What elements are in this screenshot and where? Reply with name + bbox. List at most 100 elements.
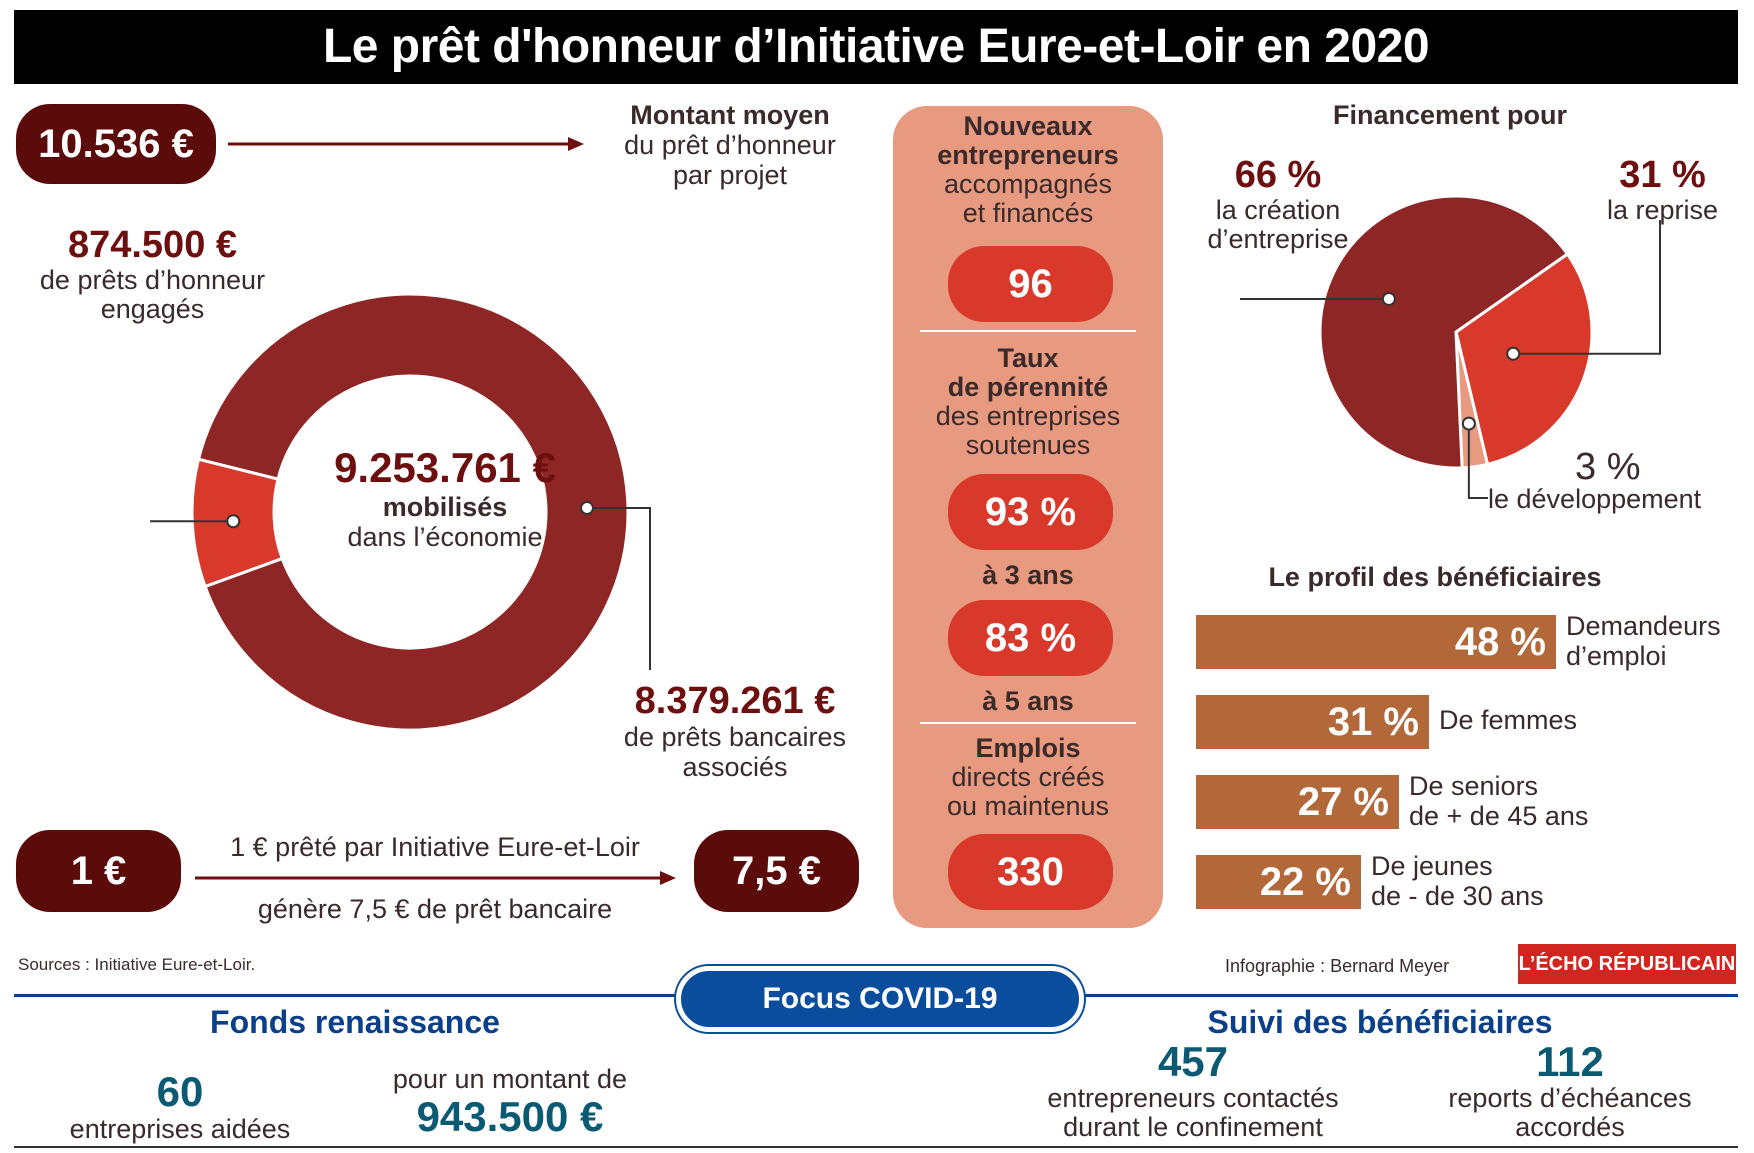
bottom-rule [14, 1146, 1738, 1148]
leverage-line-2: génère 7,5 € de prêt bancaire [257, 894, 613, 924]
financing-creation-line-1: la création [1215, 195, 1341, 225]
profile-bar-label-line-2: de - de 30 ans [1371, 881, 1544, 911]
leverage-line-1: 1 € prêté par Initiative Eure-et-Loir [230, 832, 640, 862]
profile-bar: 48 % [1196, 615, 1556, 669]
leverage-right-pill: 7,5 € [694, 830, 859, 912]
financing-reprise-dot [1506, 346, 1521, 361]
profile-bar-label-line-1: De femmes [1439, 705, 1578, 735]
bank-loan-label: 8.379.261 € de prêts bancaires associés [600, 680, 870, 782]
honor-loan-label-1: de prêts d’honneur [39, 265, 266, 295]
panel-rate-3y-value: 93 % [948, 474, 1113, 550]
profile-bar-label: De femmes [1439, 705, 1577, 735]
sources-note: Sources : Initiative Eure-et-Loir. [18, 955, 256, 974]
profile-bar-label: De jeunes de - de 30 ans [1371, 851, 1544, 911]
panel-s2-bold-2: de pérennité [947, 372, 1109, 402]
financing-reprise-label: 31 % la reprise [1590, 154, 1735, 225]
panel-rate-3y-caption: à 3 ans [982, 560, 1074, 590]
donut-center: 9.253.761 € mobilisés dans l’économie [290, 444, 600, 552]
bank-loan-label-1: de prêts bancaires [623, 722, 847, 752]
financing-dev-dot [1461, 416, 1476, 431]
donut-honor-leader [150, 520, 234, 523]
covid-suivi-contacts: 457 [1157, 1038, 1229, 1085]
page-title: Le prêt d'honneur d’Initiative Eure-et-L… [14, 10, 1738, 84]
panel-divider-2 [920, 722, 1136, 724]
covid-suivi-contacts-line-1: entrepreneurs contactés [1047, 1083, 1339, 1113]
profile-bar-label-line-2: d’emploi [1566, 641, 1667, 671]
covid-pill: Focus COVID-19 [676, 966, 1084, 1032]
profile-bar-label-line-1: De seniors [1409, 771, 1539, 801]
financing-heading: Financement pour [1332, 100, 1568, 130]
panel-s3-line-2: ou maintenus [946, 791, 1110, 821]
financing-dev-pct: 3 % [1575, 446, 1641, 488]
donut-total-value: 9.253.761 € [334, 444, 556, 491]
panel-section-3: Emplois directs créés ou maintenus [893, 734, 1163, 821]
profile-heading: Le profil des bénéficiaires [1268, 562, 1602, 592]
profile-bar: 22 % [1196, 855, 1361, 909]
profile-bar-label: De seniors de + de 45 ans [1409, 771, 1588, 831]
profile-bar-chart: 48 % Demandeurs d’emploi 31 % De femmes 27 % D… [1196, 611, 1746, 915]
profile-bar-label-line-2: de + de 45 ans [1409, 801, 1589, 831]
bank-loan-label-2: associés [682, 752, 788, 782]
covid-fonds-count-block: 60 entreprises aidées [48, 1068, 312, 1145]
panel-s1-bold-2: entrepreneurs [937, 140, 1119, 170]
financing-pie-chart [1240, 194, 1661, 499]
avg-loan-arrow [228, 137, 584, 151]
panel-s1-line-1: accompagnés [943, 169, 1113, 199]
covid-suivi-heading: Suivi des bénéficiaires [1207, 1004, 1553, 1040]
financing-dev-line-1: le développement [1488, 484, 1702, 514]
panel-rate-5y-value: 83 % [948, 600, 1113, 676]
financing-creation-label: 66 % la création d’entreprise [1178, 154, 1378, 254]
panel-s3-bold: Emplois [975, 733, 1081, 763]
covid-suivi-contacts-block: 457 entrepreneurs contactés durant le co… [1018, 1040, 1368, 1142]
panel-section-2: Taux de pérennité des entreprises souten… [893, 344, 1163, 460]
honor-loan-label: 874.500 € de prêts d’honneur engagés [10, 224, 295, 324]
avg-loan-label-2: du prêt d’honneur [624, 130, 836, 160]
profile-bar-label-line-1: De jeunes [1371, 851, 1493, 881]
covid-fonds-heading: Fonds renaissance [210, 1004, 500, 1040]
covid-fonds-amount: 943.500 € [416, 1093, 604, 1140]
covid-fonds-amount-label: pour un montant de [392, 1064, 628, 1094]
leverage-arrow [195, 871, 676, 885]
honor-loan-label-2: engagés [100, 294, 205, 324]
covid-fonds-count: 60 [156, 1068, 204, 1115]
donut-bank-dot [580, 501, 594, 515]
panel-divider-1 [920, 330, 1136, 332]
donut-chart [150, 292, 651, 732]
financing-reprise-line-1: la reprise [1606, 195, 1719, 225]
bank-loan-value: 8.379.261 € [634, 680, 836, 722]
financing-dev-leader [1467, 423, 1488, 499]
financing-creation-pct: 66 % [1234, 154, 1322, 196]
panel-new-entrepreneurs-value: 96 [948, 246, 1113, 322]
covid-suivi-contacts-line-2: durant le confinement [1063, 1112, 1323, 1142]
donut-total-label-1: mobilisés [382, 492, 508, 522]
profile-bar-value: 48 % [1454, 620, 1546, 664]
covid-suivi-reports: 112 [1536, 1038, 1604, 1085]
panel-s1-line-2: et financés [962, 198, 1094, 228]
covid-fonds-count-label: entreprises aidées [69, 1114, 291, 1144]
avg-loan-label-3: par projet [672, 160, 788, 190]
panel-section-1: Nouveaux entrepreneurs accompagnés et fi… [893, 112, 1163, 228]
donut-bank-leader [587, 507, 651, 670]
financing-reprise-leader [1513, 220, 1661, 355]
donut-slice-bank [196, 292, 630, 732]
leverage-left-pill: 1 € [16, 830, 181, 912]
panel-s1-bold-1: Nouveaux [963, 111, 1093, 141]
covid-suivi-reports-line-1: reports d’échéances [1448, 1083, 1692, 1113]
brand-logo: L’ÉCHO RÉPUBLICAIN [1518, 944, 1736, 984]
avg-loan-label: Montant moyen du prêt d’honneur par proj… [590, 100, 870, 190]
profile-bar-value: 27 % [1297, 780, 1389, 824]
avg-loan-pill: 10.536 € [16, 104, 216, 184]
financing-creation-leader [1240, 297, 1389, 300]
covid-suivi-reports-line-2: accordés [1515, 1112, 1625, 1142]
panel-rate-5y-caption: à 5 ans [982, 686, 1074, 716]
donut-honor-dot [226, 514, 241, 529]
financing-slice-creation [1318, 194, 1570, 470]
panel-s2-bold-1: Taux [997, 343, 1059, 373]
profile-bar-value: 22 % [1259, 860, 1351, 904]
panel-s3-line-1: directs créés [951, 762, 1105, 792]
avg-loan-label-1: Montant moyen [630, 100, 830, 130]
honor-loan-value: 874.500 € [67, 224, 238, 266]
financing-slice-reprise [1454, 251, 1594, 467]
credit-note: Infographie : Bernard Meyer [1225, 956, 1450, 976]
profile-bar: 27 % [1196, 775, 1399, 829]
